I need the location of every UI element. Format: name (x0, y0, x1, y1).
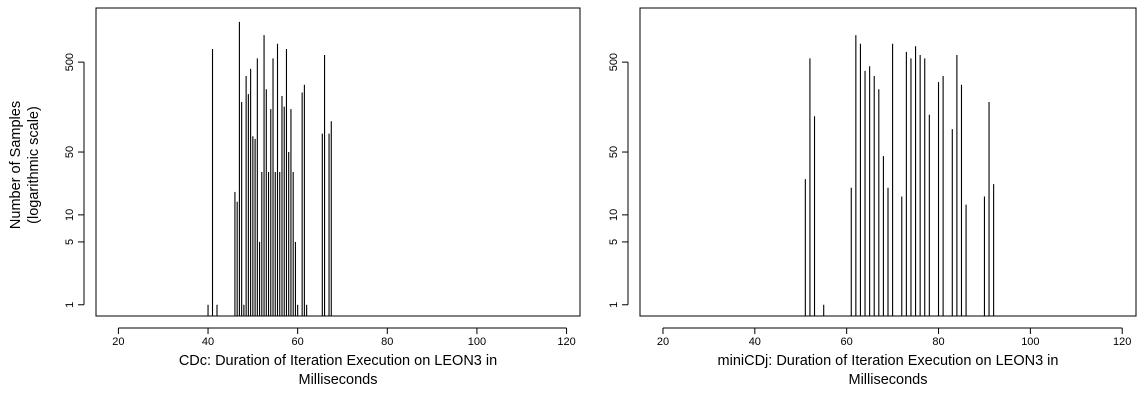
x-tick-label: 100 (468, 336, 486, 348)
y-tick-label: 500 (64, 53, 76, 71)
x-tick-label: 120 (557, 336, 575, 348)
chart-panel-minicdj: 20 40 60 80 100 120 1 5 10 50 500 miniCDj: Duration… (608, 7, 1137, 388)
x-axis-label-line1: miniCDj: Duration of Iteration Execution… (718, 353, 1059, 369)
x-tick-label: 60 (841, 336, 853, 348)
plot-frame (95, 7, 581, 317)
x-tick-label: 80 (932, 336, 944, 348)
x-axis-label-line1: CDc: Duration of Iteration Execution on … (179, 353, 497, 369)
y-tick-label: 1 (608, 302, 620, 308)
y-axis-label-line1: Number of Samples (8, 101, 24, 229)
y-tick-label: 10 (608, 209, 620, 221)
x-tick-label: 40 (202, 336, 214, 348)
y-tick-label: 5 (64, 239, 76, 245)
y-tick-label: 500 (608, 53, 620, 71)
y-tick-label: 50 (64, 146, 76, 158)
x-tick-label: 120 (1113, 336, 1131, 348)
x-tick-label: 100 (1021, 336, 1039, 348)
y-tick-label: 5 (608, 239, 620, 245)
x-tick-label: 60 (292, 336, 304, 348)
y-tick-label: 50 (608, 146, 620, 158)
x-axis-label-line2: Milliseconds (299, 372, 378, 388)
x-tick-label: 20 (112, 336, 124, 348)
x-tick-label: 80 (381, 336, 393, 348)
y-tick-label: 10 (64, 209, 76, 221)
chart-panel-cdc: 20 40 60 80 100 120 1 5 10 50 500 CDc: Duration of … (64, 7, 581, 388)
x-axis-label-line2: Milliseconds (849, 372, 928, 388)
y-tick-label: 1 (64, 302, 76, 308)
y-axis-label-line2: (logarithmic scale) (26, 106, 42, 224)
x-tick-label: 20 (657, 336, 669, 348)
x-tick-label: 40 (749, 336, 761, 348)
